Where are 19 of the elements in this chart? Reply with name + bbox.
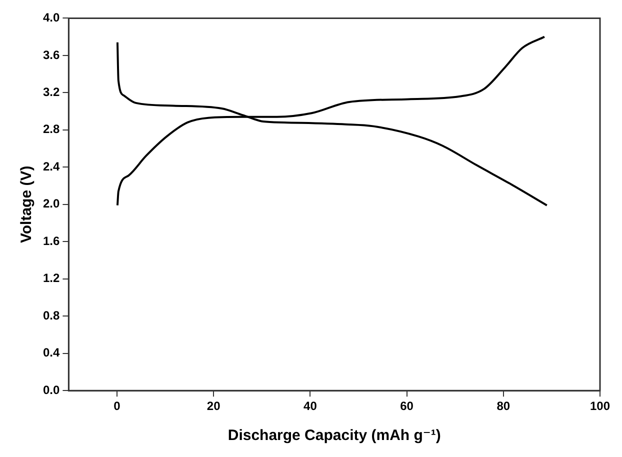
y-axis-title: Voltage (V) <box>18 166 36 244</box>
x-tick-label: 60 <box>400 399 414 414</box>
y-tick-label: 3.2 <box>42 84 60 99</box>
y-tick-label: 2.4 <box>42 159 60 174</box>
y-tick-label: 0.4 <box>42 346 60 360</box>
x-tick-label: 40 <box>304 399 318 414</box>
x-tick-label: 20 <box>206 399 221 414</box>
x-tick-label: 0 <box>114 399 121 414</box>
x-tick-label: 80 <box>496 399 510 414</box>
y-tick-label: 0.8 <box>42 308 60 322</box>
y-tick-label: 2.8 <box>42 122 60 136</box>
y-tick-label: 3.6 <box>42 48 60 62</box>
y-tick-label: 0.0 <box>42 382 60 397</box>
y-tick-label: 4.0 <box>42 10 60 25</box>
y-tick-label: 1.6 <box>42 234 60 248</box>
y-tick-label: 2.0 <box>42 196 60 211</box>
y-tick-label: 1.2 <box>42 271 60 286</box>
x-axis-title: Discharge Capacity (mAh g⁻¹) <box>228 427 441 444</box>
x-tick-label: 100 <box>590 399 610 414</box>
